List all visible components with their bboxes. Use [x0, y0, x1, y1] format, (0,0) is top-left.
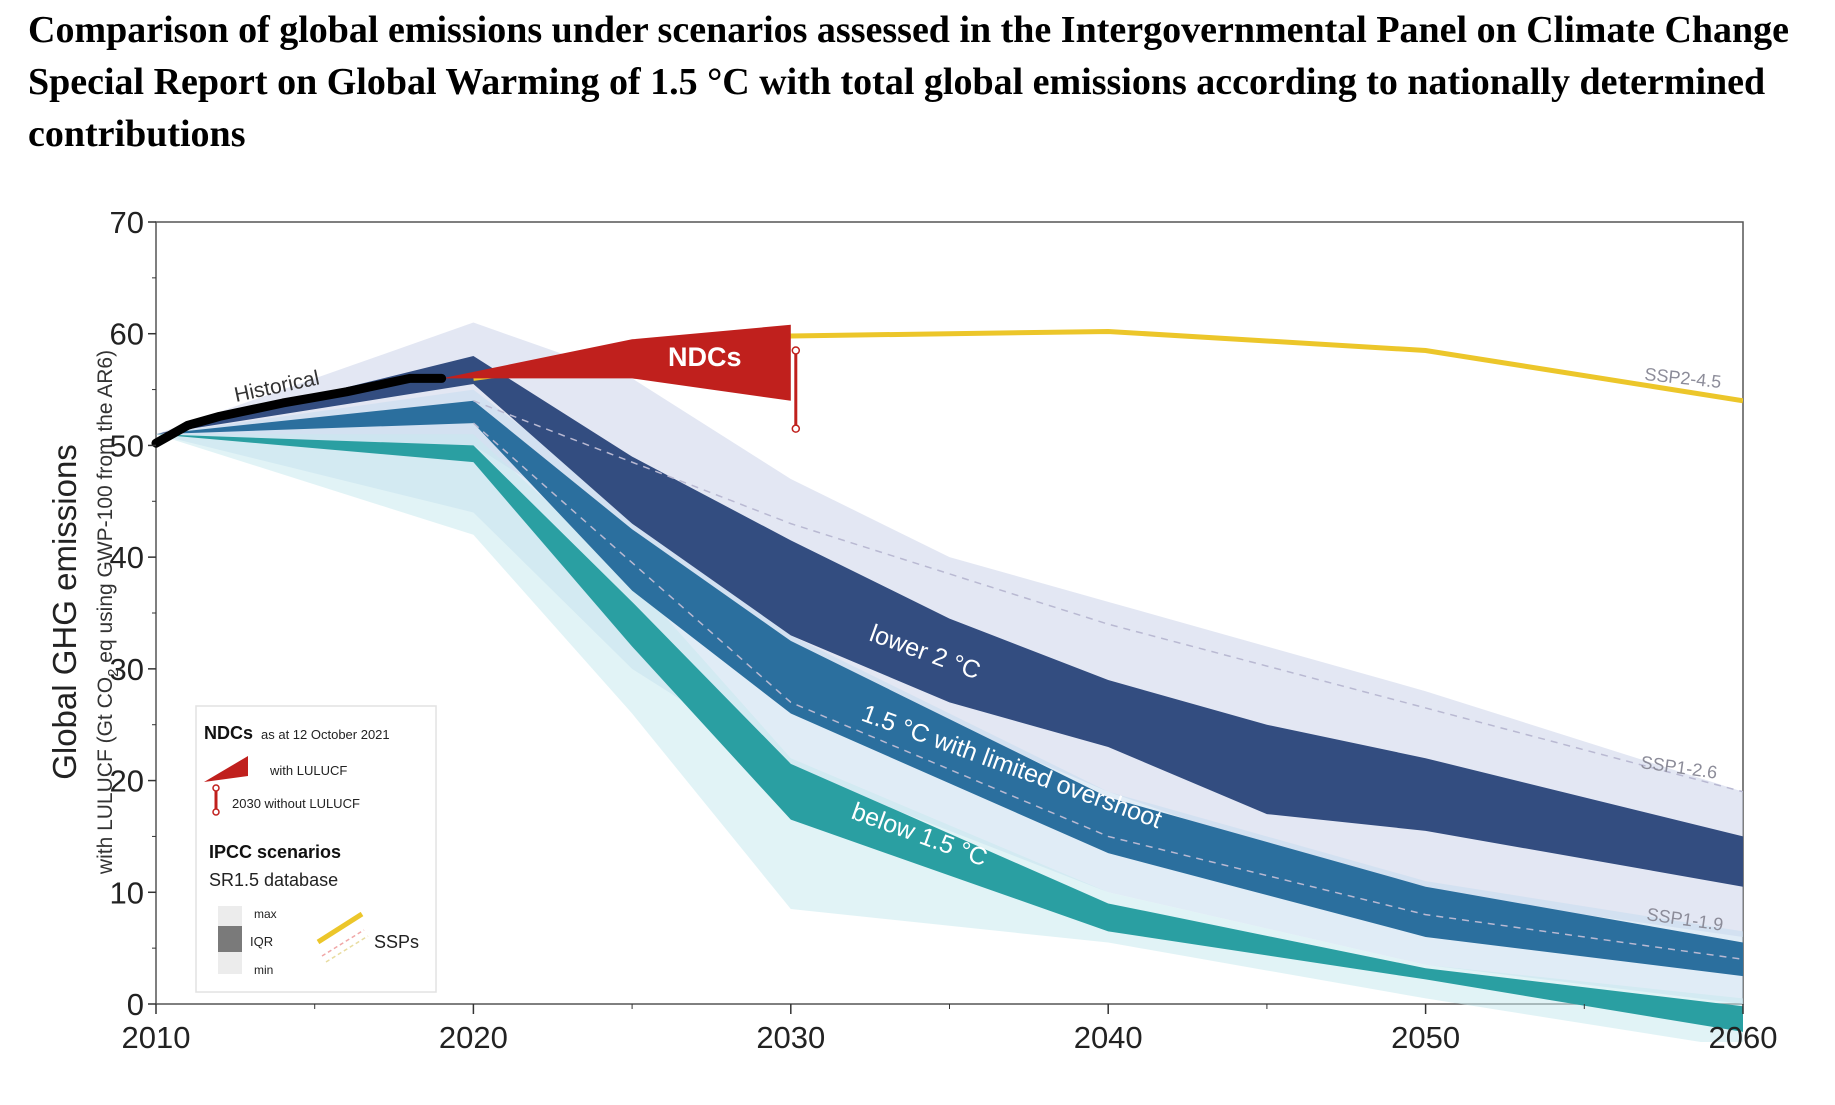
y-axis-label: Global GHG emissions — [46, 444, 83, 780]
x-tick-label: 2010 — [122, 1020, 191, 1055]
ssp-line-ssp1-2-6 — [473, 400, 1743, 793]
x-tick-label: 2030 — [756, 1020, 825, 1055]
legend-iqr-swatch — [218, 926, 242, 952]
y-tick-label: 10 — [110, 875, 144, 910]
legend-without-lulucf-swatch — [212, 784, 220, 816]
legend-ipcc-subtitle: SR1.5 database — [209, 870, 338, 890]
y-tick-label: 0 — [127, 987, 144, 1022]
y-tick-label: 70 — [110, 205, 144, 240]
legend: NDCs as at 12 October 2021 with LULUCF 2… — [195, 705, 437, 993]
ssp-line-ssp1-1-9 — [472, 422, 1743, 961]
y-axis-sublabel: with LULUCF (Gt CO2 eq using GWP-100 fro… — [94, 350, 122, 875]
legend-max-swatch — [218, 906, 242, 926]
x-tick-label: 2060 — [1709, 1020, 1778, 1055]
historical-line — [151, 373, 447, 448]
figure-title: Comparison of global emissions under sce… — [28, 9, 1790, 155]
y-tick-label: 40 — [110, 540, 144, 575]
legend-with-lulucf: with LULUCF — [269, 763, 347, 778]
legend-iqr: IQR — [250, 934, 273, 949]
y-tick-label: 20 — [110, 764, 144, 799]
y-tick-label: 30 — [110, 652, 144, 687]
legend-ssps-swatch — [316, 911, 369, 963]
legend-ndcs-title: NDCs — [204, 723, 253, 743]
legend-ipcc-title: IPCC scenarios — [209, 842, 341, 862]
y-tick-label: 60 — [110, 317, 144, 352]
ndcs-label: NDCs — [668, 342, 742, 372]
ndc-without-lulucf-low-marker — [791, 424, 801, 433]
legend-ndcs-subtitle: as at 12 October 2021 — [261, 727, 390, 742]
legend-max: max — [254, 907, 277, 921]
iqr-band-1-5c-overshoot — [156, 400, 1743, 977]
legend-min-swatch — [218, 952, 242, 974]
range-band-below-1-5c — [156, 434, 1743, 1042]
iqr-band-lower-2c — [156, 356, 1743, 887]
legend-min: min — [254, 963, 273, 977]
y-tick-label: 50 — [110, 428, 144, 463]
x-tick-label: 2040 — [1074, 1020, 1143, 1055]
ndc-with-lulucf-wedge — [441, 324, 791, 401]
ndc-without-lulucf-high-marker — [791, 346, 801, 355]
legend-ssps: SSPs — [374, 932, 419, 952]
legend-with-lulucf-swatch — [204, 756, 248, 782]
legend-without-lulucf: 2030 without LULUCF — [232, 796, 360, 811]
x-tick-label: 2020 — [439, 1020, 508, 1055]
x-tick-label: 2050 — [1391, 1020, 1460, 1055]
